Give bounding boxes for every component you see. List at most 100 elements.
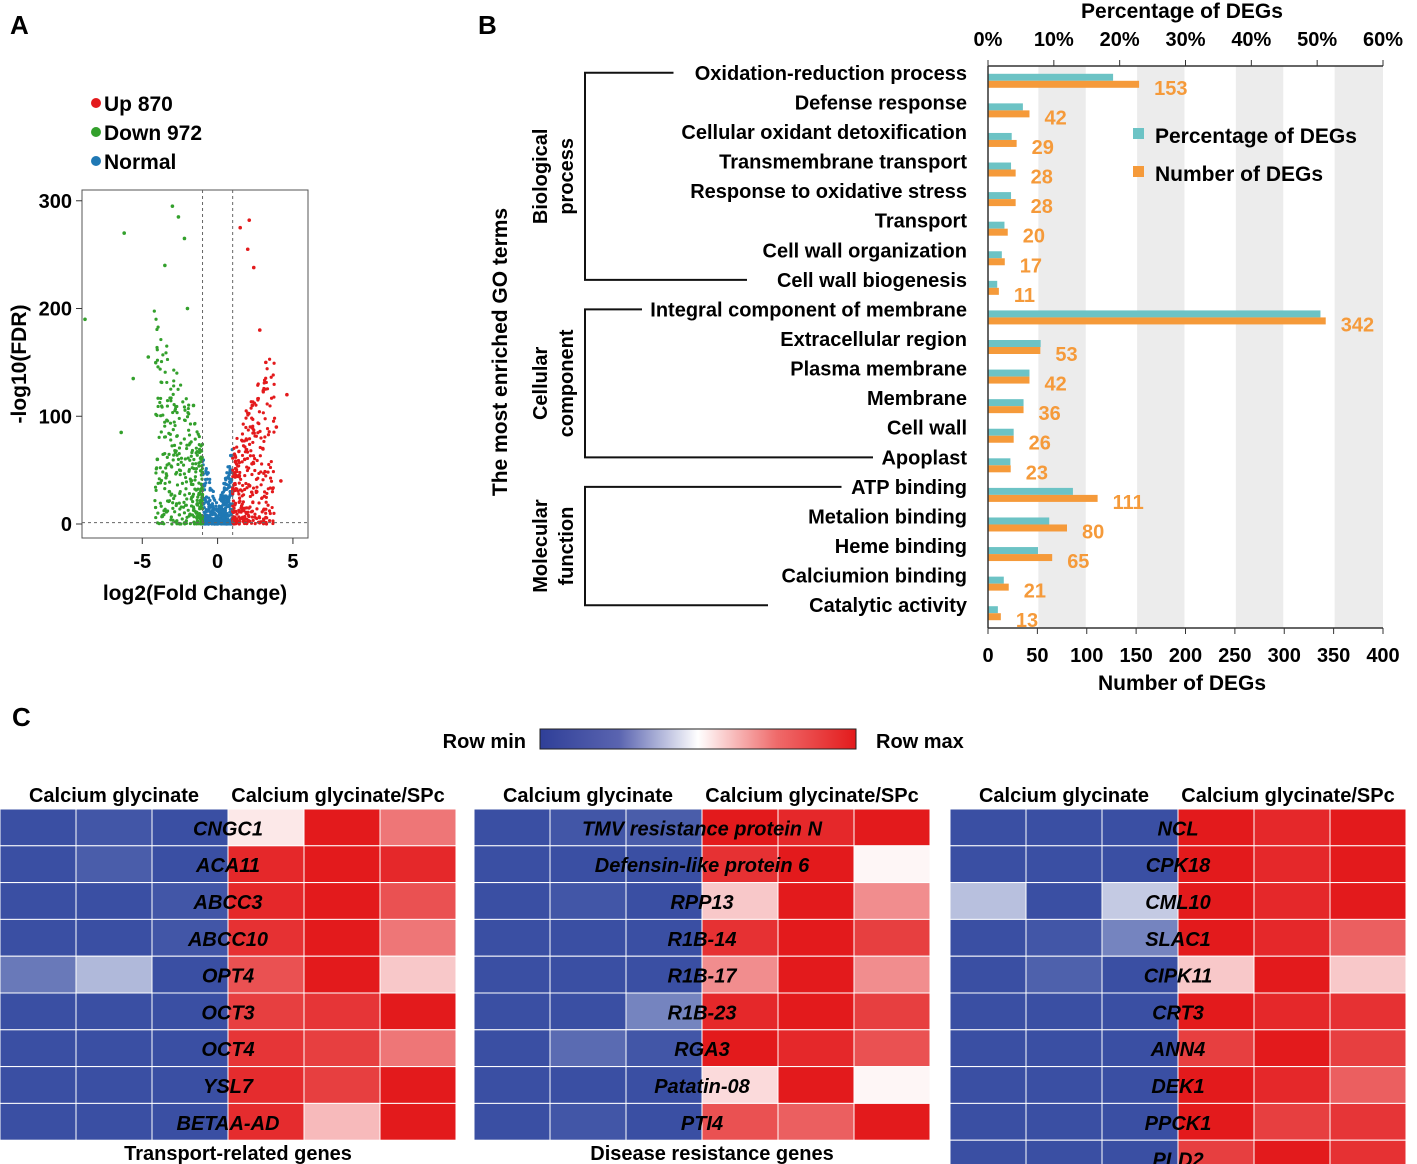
volcano-point-normal [214, 507, 219, 511]
volcano-point-up [251, 417, 255, 421]
volcano-point-down [122, 231, 126, 235]
volcano-point-down [160, 404, 164, 408]
volcano-point-normal [206, 519, 210, 523]
heatmap-cell [1253, 845, 1331, 884]
heatmap-gene-label: CRT3 [1152, 1002, 1204, 1024]
volcano-point-up [263, 469, 267, 474]
volcano-point-down [187, 491, 192, 496]
volcano-point-down [187, 428, 191, 432]
volcano-point-up [245, 456, 250, 461]
panel-label-a: A [10, 10, 29, 40]
go-bar-value-label: 21 [1024, 581, 1046, 603]
volcano-point-up [235, 445, 239, 449]
volcano-point-normal [221, 490, 226, 494]
heatmap-gene-label: CPK18 [1146, 855, 1211, 877]
volcano-point-up [272, 395, 276, 399]
go-bottom-tick-label: 250 [1218, 645, 1251, 667]
go-category-label: Apoplast [881, 447, 967, 469]
volcano-point-down [190, 466, 194, 470]
volcano-point-up [265, 402, 269, 406]
volcano-point-down [165, 404, 170, 408]
volcano-point-up [252, 428, 256, 432]
heatmap-gene-label: Patatin-08 [654, 1076, 750, 1098]
volcano-point-up [261, 388, 265, 393]
go-top-tick-label: 60% [1363, 29, 1403, 51]
volcano-point-down [163, 370, 167, 374]
volcano-point-normal [221, 510, 225, 514]
volcano-point-up [240, 438, 244, 442]
go-bottom-tick-label: 200 [1169, 645, 1202, 667]
heatmap-cell [379, 955, 457, 994]
volcano-point-up [264, 474, 268, 478]
volcano-point-up [269, 375, 273, 379]
go-bar-number [988, 258, 1005, 266]
heatmap-cell [853, 918, 931, 957]
go-group-bracket [584, 71, 747, 281]
volcano-point-down [155, 327, 159, 332]
heatmap-cell [75, 882, 153, 920]
volcano-x-tick-label: -5 [133, 551, 151, 573]
go-bottom-tick-label: 100 [1070, 645, 1103, 667]
volcano-point-normal [213, 511, 217, 516]
volcano-point-down [154, 471, 158, 475]
volcano-point-down [192, 515, 196, 519]
go-bar-value-label: 11 [1014, 285, 1035, 307]
volcano-point-up [257, 422, 261, 426]
volcano-point-up [279, 479, 283, 483]
volcano-point-normal [211, 519, 216, 523]
volcano-point-up [244, 425, 248, 430]
volcano-point-down [171, 428, 175, 432]
volcano-point-up [235, 436, 239, 441]
volcano-point-down [171, 501, 175, 505]
volcano-point-up [254, 477, 259, 481]
heatmap-cell [1177, 808, 1255, 847]
heatmap-cell [151, 845, 229, 884]
go-bar-number [988, 465, 1011, 473]
volcano-point-down [164, 351, 168, 355]
heatmap-group-label: Calcium glycinate/SPc [231, 785, 444, 807]
volcano-point-down [172, 368, 176, 372]
volcano-point-down [154, 515, 158, 520]
heatmap-group-label: Calcium glycinate [503, 785, 673, 807]
volcano-point-up [237, 500, 241, 504]
volcano-point-normal [211, 494, 215, 498]
heatmap-cell [379, 918, 457, 957]
heatmap-cell [1329, 1066, 1407, 1104]
heatmap-gene-label: PTI4 [681, 1113, 723, 1135]
heatmap-cell [549, 1102, 627, 1141]
volcano-point-up [271, 470, 275, 474]
volcano-point-down [159, 337, 163, 342]
volcano-point-down [171, 458, 175, 462]
heatmap-cell [949, 845, 1027, 884]
volcano-point-normal [218, 497, 222, 502]
volcano-point-up [245, 486, 249, 490]
volcano-point-up [249, 449, 253, 453]
heatmap-cell [151, 882, 229, 920]
heatmap-gene-label: R1B-14 [668, 929, 737, 951]
volcano-point-up [233, 482, 237, 487]
volcano-point-up [260, 510, 264, 514]
volcano-point-normal [202, 510, 206, 514]
go-bar-percentage [988, 221, 1005, 229]
volcano-point-normal [227, 504, 231, 508]
volcano-point-down [154, 488, 158, 492]
volcano-point-up [262, 439, 266, 444]
volcano-point-down [173, 423, 177, 428]
legend-percentage-swatch [1133, 128, 1144, 139]
volcano-point-down [158, 466, 162, 470]
volcano-point-up [231, 468, 235, 472]
heatmap-cell [549, 1066, 627, 1104]
scale-max-label: Row max [876, 731, 964, 753]
volcano-point-up [265, 491, 269, 496]
heatmap-cell [853, 845, 931, 884]
volcano-point-up [260, 462, 264, 466]
volcano-point-up [249, 490, 254, 494]
volcano-point-normal [228, 510, 232, 514]
volcano-point-down [163, 487, 167, 491]
volcano-point-up [266, 470, 270, 474]
go-bottom-tick-label: 50 [1026, 645, 1048, 667]
heatmap-gene-label: R1B-17 [668, 966, 738, 988]
volcano-point-normal [228, 453, 233, 458]
heatmap-cell [777, 845, 855, 884]
heatmap-cell [1025, 992, 1103, 1031]
